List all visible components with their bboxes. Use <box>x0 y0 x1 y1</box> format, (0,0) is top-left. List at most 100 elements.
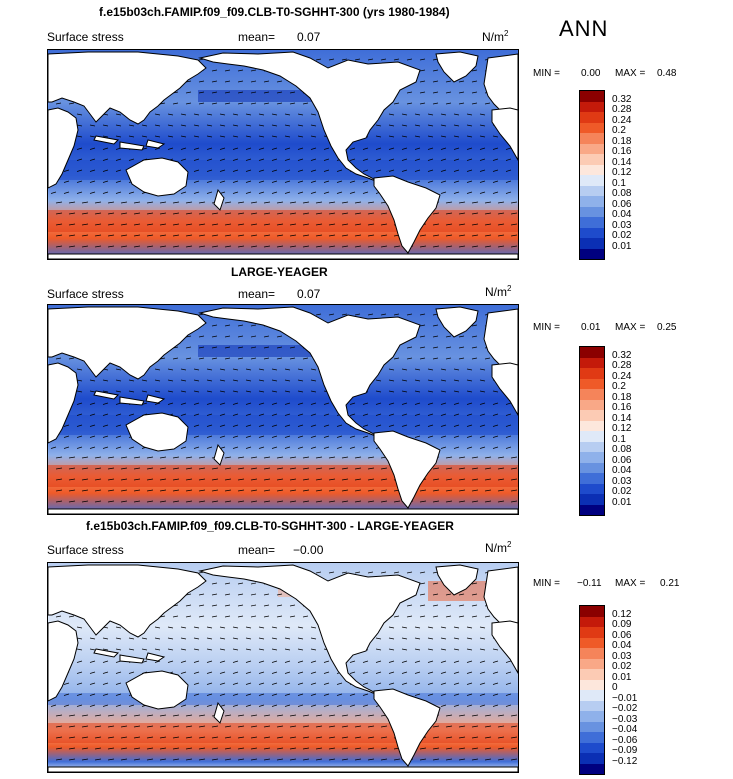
colorbar-tick-label: 0.01 <box>612 496 632 508</box>
units-label: N/m2 <box>482 29 509 44</box>
colorbar <box>579 90 605 260</box>
colorbar-tick-label: −0.04 <box>612 724 638 735</box>
colorbar-swatch <box>579 185 605 196</box>
min-value: 0.00 <box>581 68 601 79</box>
new-zealand-landmass <box>213 443 225 466</box>
colorbar-tick-label: 0.18 <box>612 391 632 403</box>
panel-title: f.e15b03ch.FAMIP.f09_f09.CLB-T0-SGHHT-30… <box>99 5 450 19</box>
colorbar-swatch <box>579 721 605 732</box>
colorbar-tick-label: 0.06 <box>612 454 632 466</box>
colorbar-swatch <box>579 196 605 207</box>
africa-landmass <box>48 362 518 444</box>
panel-title: f.e15b03ch.FAMIP.f09_f09.CLB-T0-SGHHT-30… <box>86 519 454 533</box>
map-panel <box>47 304 519 515</box>
colorbar-tick-label: 0.14 <box>612 156 632 168</box>
colorbar-tick-label: 0.2 <box>612 381 626 392</box>
indonesia-landmass <box>93 390 166 406</box>
colorbar-swatch <box>579 217 605 228</box>
max-label: MAX = <box>615 68 646 79</box>
colorbar-swatch <box>579 206 605 217</box>
max-value: 0.21 <box>660 578 680 589</box>
africa-landmass <box>48 107 518 189</box>
colorbar-tick-label: 0.1 <box>612 177 626 189</box>
field-band <box>48 160 518 180</box>
colorbar-tick-label: 0.02 <box>612 661 632 672</box>
new-zealand-landmass <box>213 188 225 211</box>
colorbar-swatch <box>579 690 605 701</box>
max-value: 0.48 <box>657 68 677 79</box>
colorbar-tick-label: 0.14 <box>612 412 632 424</box>
colorbar-swatch <box>579 669 605 680</box>
colorbar-swatch <box>579 91 605 102</box>
colorbar-tick-label: 0.32 <box>612 93 632 105</box>
colorbar-tick-label: 0.32 <box>612 349 632 361</box>
colorbar-swatch <box>579 742 605 753</box>
map-panel <box>47 49 519 260</box>
colorbar-tick-label: −0.02 <box>612 703 638 714</box>
colorbar-swatch <box>579 627 605 638</box>
colorbar-swatch <box>579 473 605 484</box>
colorbar-tick-label: 0.02 <box>612 230 632 241</box>
colorbar-swatch <box>579 452 605 463</box>
colorbar-tick-label: 0.24 <box>612 370 632 382</box>
colorbar-tick-label: 0.24 <box>612 114 632 126</box>
world-map <box>48 50 518 259</box>
colorbar-swatch <box>579 248 605 259</box>
field-label: Surface stress <box>47 30 124 44</box>
colorbar-tick-label: 0.08 <box>612 188 632 199</box>
field-band <box>48 415 518 435</box>
colorbar-tick-label: 0.28 <box>612 360 632 371</box>
greenland-landmass <box>435 564 479 596</box>
south-america-landmass <box>373 175 441 254</box>
colorbar-swatch <box>579 238 605 249</box>
mean-value: −0.00 <box>293 543 324 557</box>
antarctica-landmass <box>48 508 518 514</box>
colorbar-tick-label: −0.12 <box>612 755 638 767</box>
colorbar-swatch <box>579 616 605 627</box>
colorbar-swatch <box>579 399 605 410</box>
min-value: −0.11 <box>577 578 602 589</box>
colorbar-tick-label: −0.01 <box>612 692 638 704</box>
colorbar-swatch <box>579 420 605 431</box>
mean-value: 0.07 <box>297 30 321 44</box>
colorbar-tick-label: 0.12 <box>612 423 632 434</box>
north-america-landmass <box>198 51 421 183</box>
antarctica-landmass <box>48 766 518 772</box>
colorbar-tick-label: 0.12 <box>612 167 632 178</box>
north-america-landmass <box>198 564 421 696</box>
field-label: Surface stress <box>47 287 124 301</box>
colorbar-tick-label: 0.04 <box>612 465 632 476</box>
colorbar-swatch <box>579 101 605 112</box>
south-america-landmass <box>373 688 441 767</box>
colorbar-swatch <box>579 763 605 774</box>
colorbar-tick-label: 0 <box>612 682 618 693</box>
north-america-landmass <box>198 306 421 438</box>
colorbar-swatch <box>579 410 605 421</box>
colorbar-swatch <box>579 357 605 368</box>
colorbar-swatch <box>579 143 605 154</box>
colorbar-swatch <box>579 494 605 505</box>
colorbar-tick-label: −0.09 <box>612 745 638 756</box>
panel-title: LARGE-YEAGER <box>231 265 328 279</box>
colorbar-tick-label: 0.01 <box>612 671 632 683</box>
colorbar-swatch <box>579 658 605 669</box>
colorbar-tick-label: 0.06 <box>612 198 632 210</box>
world-map <box>48 305 518 514</box>
colorbar <box>579 605 605 775</box>
season-label: ANN <box>559 16 609 41</box>
colorbar-swatch <box>579 441 605 452</box>
units-label: N/m2 <box>485 284 512 299</box>
colorbar-tick-label: 0.16 <box>612 146 632 157</box>
colorbar-swatch <box>579 753 605 764</box>
colorbar-tick-label: 0.03 <box>612 475 632 487</box>
colorbar-swatch <box>579 112 605 123</box>
colorbar-swatch <box>579 347 605 358</box>
south-america-landmass <box>373 430 441 509</box>
africa-landmass <box>48 620 518 702</box>
colorbar-tick-label: 0.02 <box>612 486 632 497</box>
units-label: N/m2 <box>485 540 512 555</box>
colorbar-swatch <box>579 483 605 494</box>
colorbar-tick-label: 0.08 <box>612 444 632 455</box>
greenland-landmass <box>435 51 479 83</box>
mean-label: mean= <box>238 30 276 44</box>
